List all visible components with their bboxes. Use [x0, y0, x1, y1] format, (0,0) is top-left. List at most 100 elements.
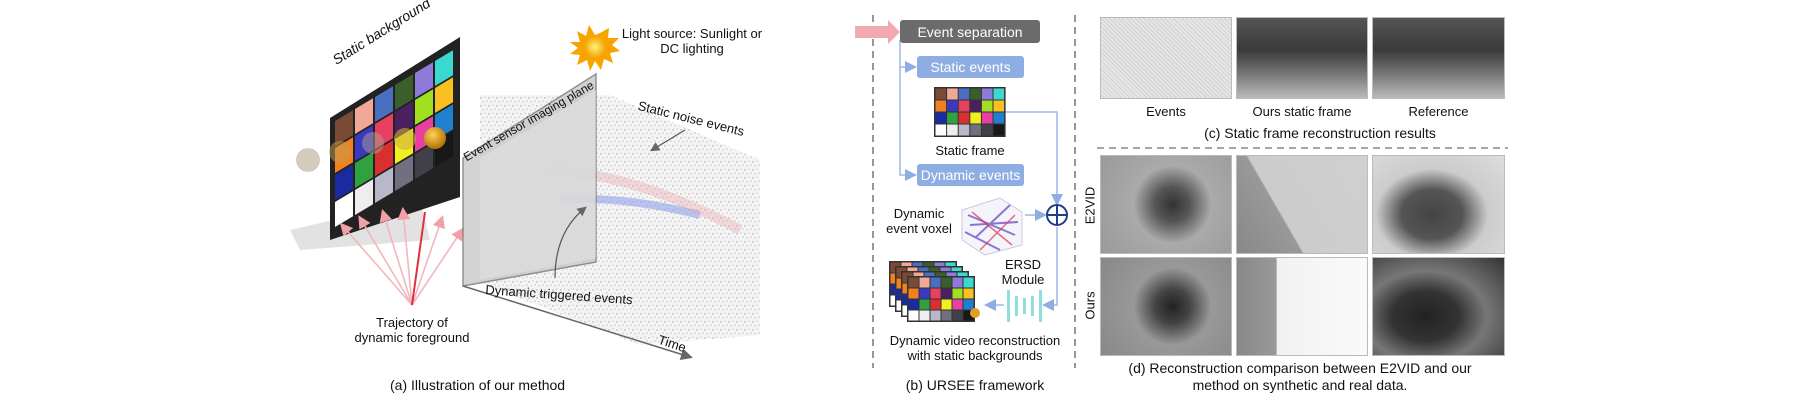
voxel-label: Dynamic event voxel: [880, 206, 958, 236]
frame-patch: [963, 299, 974, 310]
frame-patch: [958, 100, 970, 112]
output-line-1: Dynamic video reconstruction: [889, 333, 1061, 348]
frame-patch: [970, 100, 981, 112]
frame-patch: [993, 100, 1005, 112]
frame-patch: [941, 288, 952, 299]
checker-patch: [355, 179, 373, 215]
frame-patch: [935, 100, 947, 112]
frame-patch: [970, 88, 981, 100]
light-source-line-2: DC lighting: [660, 41, 724, 56]
frame-patch: [958, 112, 970, 124]
caption-d-line-2: method on synthetic and real data.: [1192, 377, 1408, 393]
frame-patch: [993, 112, 1005, 124]
checker-patch: [355, 98, 373, 134]
frame-patch: [970, 112, 981, 124]
frame-patch: [952, 288, 963, 299]
frame-patch: [981, 112, 993, 124]
frame-patch: [947, 124, 958, 136]
checker-patch: [375, 167, 393, 203]
e2vid-result-1: [1100, 155, 1232, 254]
frame-patch: [947, 100, 958, 112]
checker-patch: [355, 152, 373, 188]
events-image: [1100, 17, 1232, 99]
output-label: Dynamic video reconstruction with static…: [880, 333, 1070, 363]
trajectory-ball: [296, 148, 320, 172]
caption-b: (b) URSEE framework: [905, 377, 1045, 393]
static-frame-image: [934, 87, 1006, 137]
dynamic-pointer-arrow: [554, 206, 587, 279]
frame-patch: [963, 277, 974, 288]
checker-patch: [415, 89, 433, 125]
frame-patch: [963, 310, 974, 321]
frame-patch: [947, 112, 958, 124]
noise-pointer-arrow: [649, 129, 686, 152]
voxel-line-2: event voxel: [886, 221, 952, 236]
checker-patch: [395, 155, 413, 191]
checker-patch: [415, 62, 433, 98]
frame-patch: [908, 299, 919, 310]
row-label-ours: Ours: [1082, 291, 1098, 320]
frame-patch: [930, 288, 941, 299]
trajectory-ball: [362, 132, 384, 154]
trajectory-current-ray: [411, 211, 426, 306]
frame-patch: [993, 124, 1005, 136]
frame-patch: [958, 88, 970, 100]
event-separation-box: Event separation: [900, 20, 1040, 43]
checker-patch: [335, 110, 353, 146]
caption-d-line-1: (d) Reconstruction comparison between E2…: [1128, 360, 1472, 376]
frame-patch: [941, 299, 952, 310]
frame-patch: [930, 310, 941, 321]
frame-patch: [952, 277, 963, 288]
frame-patch: [941, 310, 952, 321]
frame-patch: [981, 88, 993, 100]
frame-patch: [919, 310, 930, 321]
frame-patch: [919, 288, 930, 299]
ours-result-2: [1236, 257, 1368, 356]
checker-patch: [335, 164, 353, 200]
time-axis: [462, 285, 693, 361]
frame-patch: [963, 288, 974, 299]
trajectory-line-1: Trajectory of: [376, 315, 448, 330]
foreground-ball: [424, 127, 446, 149]
sun-icon: [570, 25, 620, 71]
trajectory-ball: [329, 141, 351, 163]
ours-result-3: [1372, 257, 1505, 356]
frame-patch: [935, 124, 947, 136]
checker-patch: [415, 143, 433, 179]
frame-patch: [908, 277, 919, 288]
light-source-label: Light source: Sunlight or DC lighting: [612, 26, 772, 56]
dynamic-events-box: Dynamic events: [917, 164, 1024, 186]
checker-patch: [435, 50, 453, 86]
caption-a: (a) Illustration of our method: [390, 377, 566, 393]
ours-static-image: [1236, 17, 1368, 99]
sum-operator-icon: [1046, 204, 1068, 226]
trajectory-ball: [394, 128, 416, 150]
static-frame-label: Static frame: [935, 143, 1005, 158]
trajectory-line-2: dynamic foreground: [354, 330, 470, 345]
ersd-module-icon: [1007, 290, 1042, 322]
frame-patch: [970, 124, 981, 136]
input-arrow: [855, 20, 900, 44]
e2vid-result-2: [1236, 155, 1368, 254]
checker-patch: [435, 77, 453, 113]
checker-patch: [335, 191, 353, 227]
e2vid-result-3: [1372, 155, 1505, 254]
row-label-e2vid: E2VID: [1082, 186, 1098, 225]
frame-patch: [941, 277, 952, 288]
trajectory-label: Trajectory of dynamic foreground: [342, 315, 482, 345]
caption-d: (d) Reconstruction comparison between E2…: [1100, 360, 1500, 394]
light-source-line-1: Light source: Sunlight or: [621, 26, 763, 41]
caption-c: (c) Static frame reconstruction results: [1204, 125, 1436, 141]
frame-patch: [919, 299, 930, 310]
foreground-ball: [970, 308, 980, 318]
frame-patch: [908, 310, 919, 321]
event-voxel-cube: [961, 197, 1023, 256]
frame-patch: [935, 112, 947, 124]
frame-patch: [935, 88, 947, 100]
frame-patch: [919, 277, 930, 288]
ersd-label: ERSD Module: [993, 257, 1053, 287]
ersd-line-1: ERSD: [1004, 257, 1042, 272]
label-reference: Reference: [1408, 104, 1469, 119]
ersd-line-2: Module: [1001, 272, 1045, 287]
